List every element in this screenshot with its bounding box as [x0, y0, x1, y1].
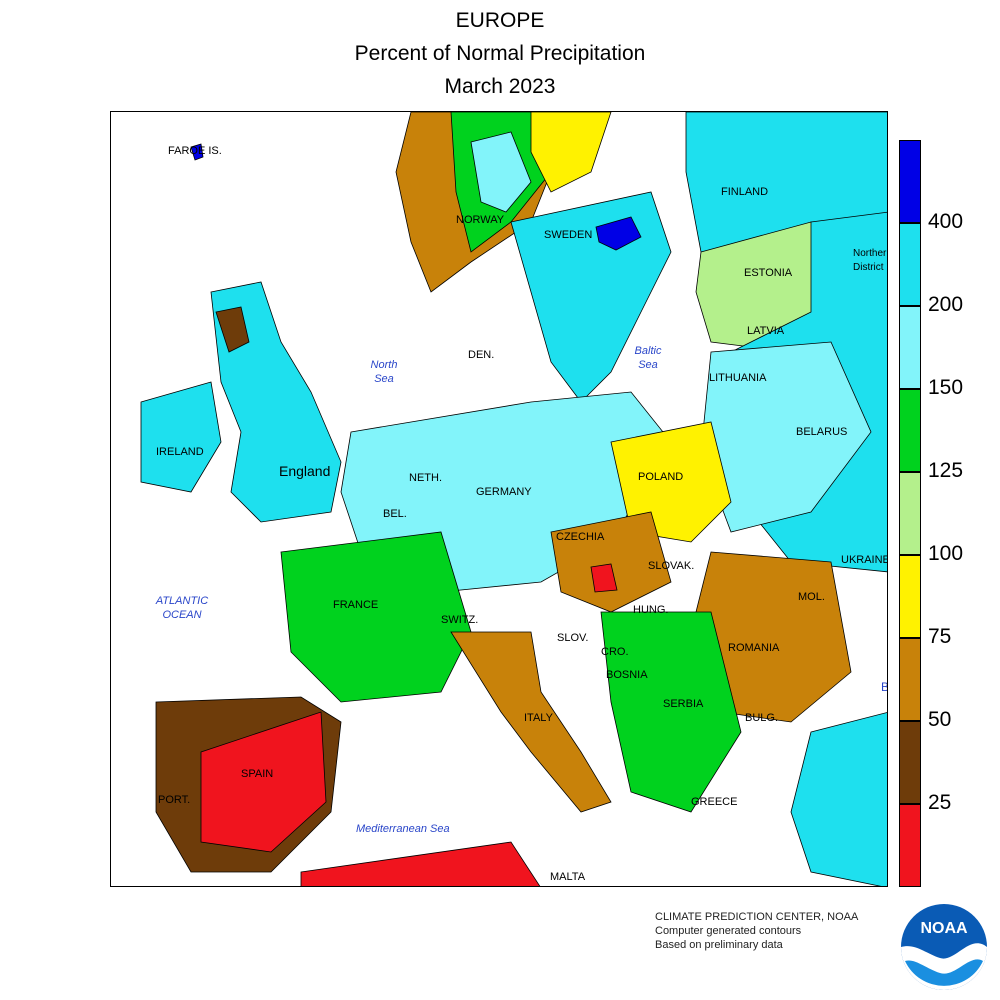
credits-agency: CLIMATE PREDICTION CENTER, NOAA	[655, 911, 859, 923]
legend-swatch-25-50	[899, 721, 921, 804]
label-slovakia: SLOVAK.	[648, 560, 695, 572]
label-poland: POLAND	[638, 471, 684, 483]
map-title: EUROPE Percent of Normal Precipitation M…	[0, 4, 1000, 103]
label-denmark: DEN.	[468, 349, 495, 361]
legend-value-25: 25	[928, 791, 952, 814]
label-lithuania: LITHUANIA	[709, 372, 767, 384]
label-bulgaria: BULG.	[745, 712, 779, 724]
region-sweden	[510, 191, 672, 403]
label-portugal: PORT.	[158, 794, 191, 806]
legend-swatch-50-75	[899, 638, 921, 721]
legend-value-125: 125	[928, 459, 964, 482]
label-slovenia: SLOV.	[557, 632, 589, 644]
noaa-logo-text: NOAA	[920, 920, 968, 937]
region-faroe	[190, 143, 204, 161]
legend-value-200: 200	[928, 293, 964, 316]
label-norway: NORWAY	[456, 214, 505, 226]
region-iberia-red	[200, 711, 327, 853]
label-atlantic-ocean: ATLANTIC OCEAN	[155, 595, 209, 621]
credits-method: Computer generated contours	[655, 925, 802, 937]
legend-color-bar	[899, 140, 921, 887]
legend-value-400: 400	[928, 210, 964, 233]
label-hungary: HUNG.	[633, 604, 669, 616]
label-netherlands: NETH.	[409, 472, 442, 484]
label-baltic-sea: Baltic Sea	[634, 345, 662, 371]
credits-data-note: Based on preliminary data	[655, 939, 783, 951]
precipitation-map: FAROE IS. NORWAY SWEDEN FINLAND ESTONIA …	[110, 111, 888, 887]
legend-swatch-125-150	[899, 389, 921, 472]
region-slovakia	[550, 511, 672, 613]
legend-value-50: 50	[928, 708, 952, 731]
legend-swatch-75-100	[899, 555, 921, 638]
label-moldova: MOL.	[798, 591, 825, 603]
label-england: England	[279, 463, 331, 479]
label-faroe: FAROE IS.	[168, 145, 222, 157]
label-ukraine: UKRAINE	[841, 554, 888, 566]
region-france	[280, 531, 472, 703]
label-northern-district: Northern District	[853, 248, 887, 273]
legend-value-150: 150	[928, 376, 964, 399]
legend-value-100: 100	[928, 542, 964, 565]
label-serbia: SERBIA	[663, 698, 704, 710]
legend-swatch-below-25	[899, 804, 921, 887]
label-france: FRANCE	[333, 599, 379, 611]
legend-swatch-100-125	[899, 472, 921, 555]
label-latvia: LATVIA	[747, 325, 785, 337]
legend-swatch-above-400	[899, 140, 921, 223]
label-greece: GREECE	[691, 796, 738, 808]
map-canvas	[140, 112, 887, 886]
label-finland: FINLAND	[721, 186, 769, 198]
label-spain: SPAIN	[241, 768, 274, 780]
region-italy	[450, 631, 612, 813]
region-sweden-400	[595, 216, 642, 251]
label-bosnia: BOSNIA	[606, 669, 648, 681]
noaa-logo-icon: NOAA	[901, 904, 987, 990]
label-sweden: SWEDEN	[544, 229, 593, 241]
label-black-sea-edge: B	[881, 680, 887, 694]
region-black-sea-coast	[790, 712, 887, 886]
label-mediterranean-sea: Mediterranean Sea	[356, 823, 450, 835]
label-ireland: IRELAND	[156, 446, 204, 458]
label-switzerland: SWITZ.	[441, 614, 479, 626]
region-north-sweden-yellow	[530, 112, 612, 193]
legend-swatch-150-200	[899, 306, 921, 389]
legend-swatch-200-400	[899, 223, 921, 306]
title-region: EUROPE	[455, 9, 545, 32]
label-czechia: CZECHIA	[556, 531, 605, 543]
region-scotland-brown	[215, 306, 250, 353]
title-variable: Percent of Normal Precipitation	[354, 42, 646, 65]
region-north-africa	[300, 841, 541, 886]
label-estonia: ESTONIA	[744, 267, 793, 279]
credits: CLIMATE PREDICTION CENTER, NOAA Computer…	[655, 910, 858, 952]
legend-value-75: 75	[928, 625, 952, 648]
label-italy: ITALY	[524, 712, 553, 724]
region-balkans	[600, 611, 742, 813]
label-north-sea: North Sea	[370, 359, 398, 385]
label-croatia: CRO.	[601, 646, 629, 658]
region-ireland	[140, 381, 222, 493]
label-belarus: BELARUS	[796, 426, 848, 438]
region-norway-cyan	[470, 131, 532, 213]
label-romania: ROMANIA	[728, 642, 780, 654]
label-germany: GERMANY	[476, 486, 532, 498]
label-malta: MALTA	[550, 871, 586, 883]
region-austria-red	[590, 563, 618, 593]
title-period: March 2023	[444, 75, 556, 98]
label-belgium: BEL.	[383, 508, 407, 520]
